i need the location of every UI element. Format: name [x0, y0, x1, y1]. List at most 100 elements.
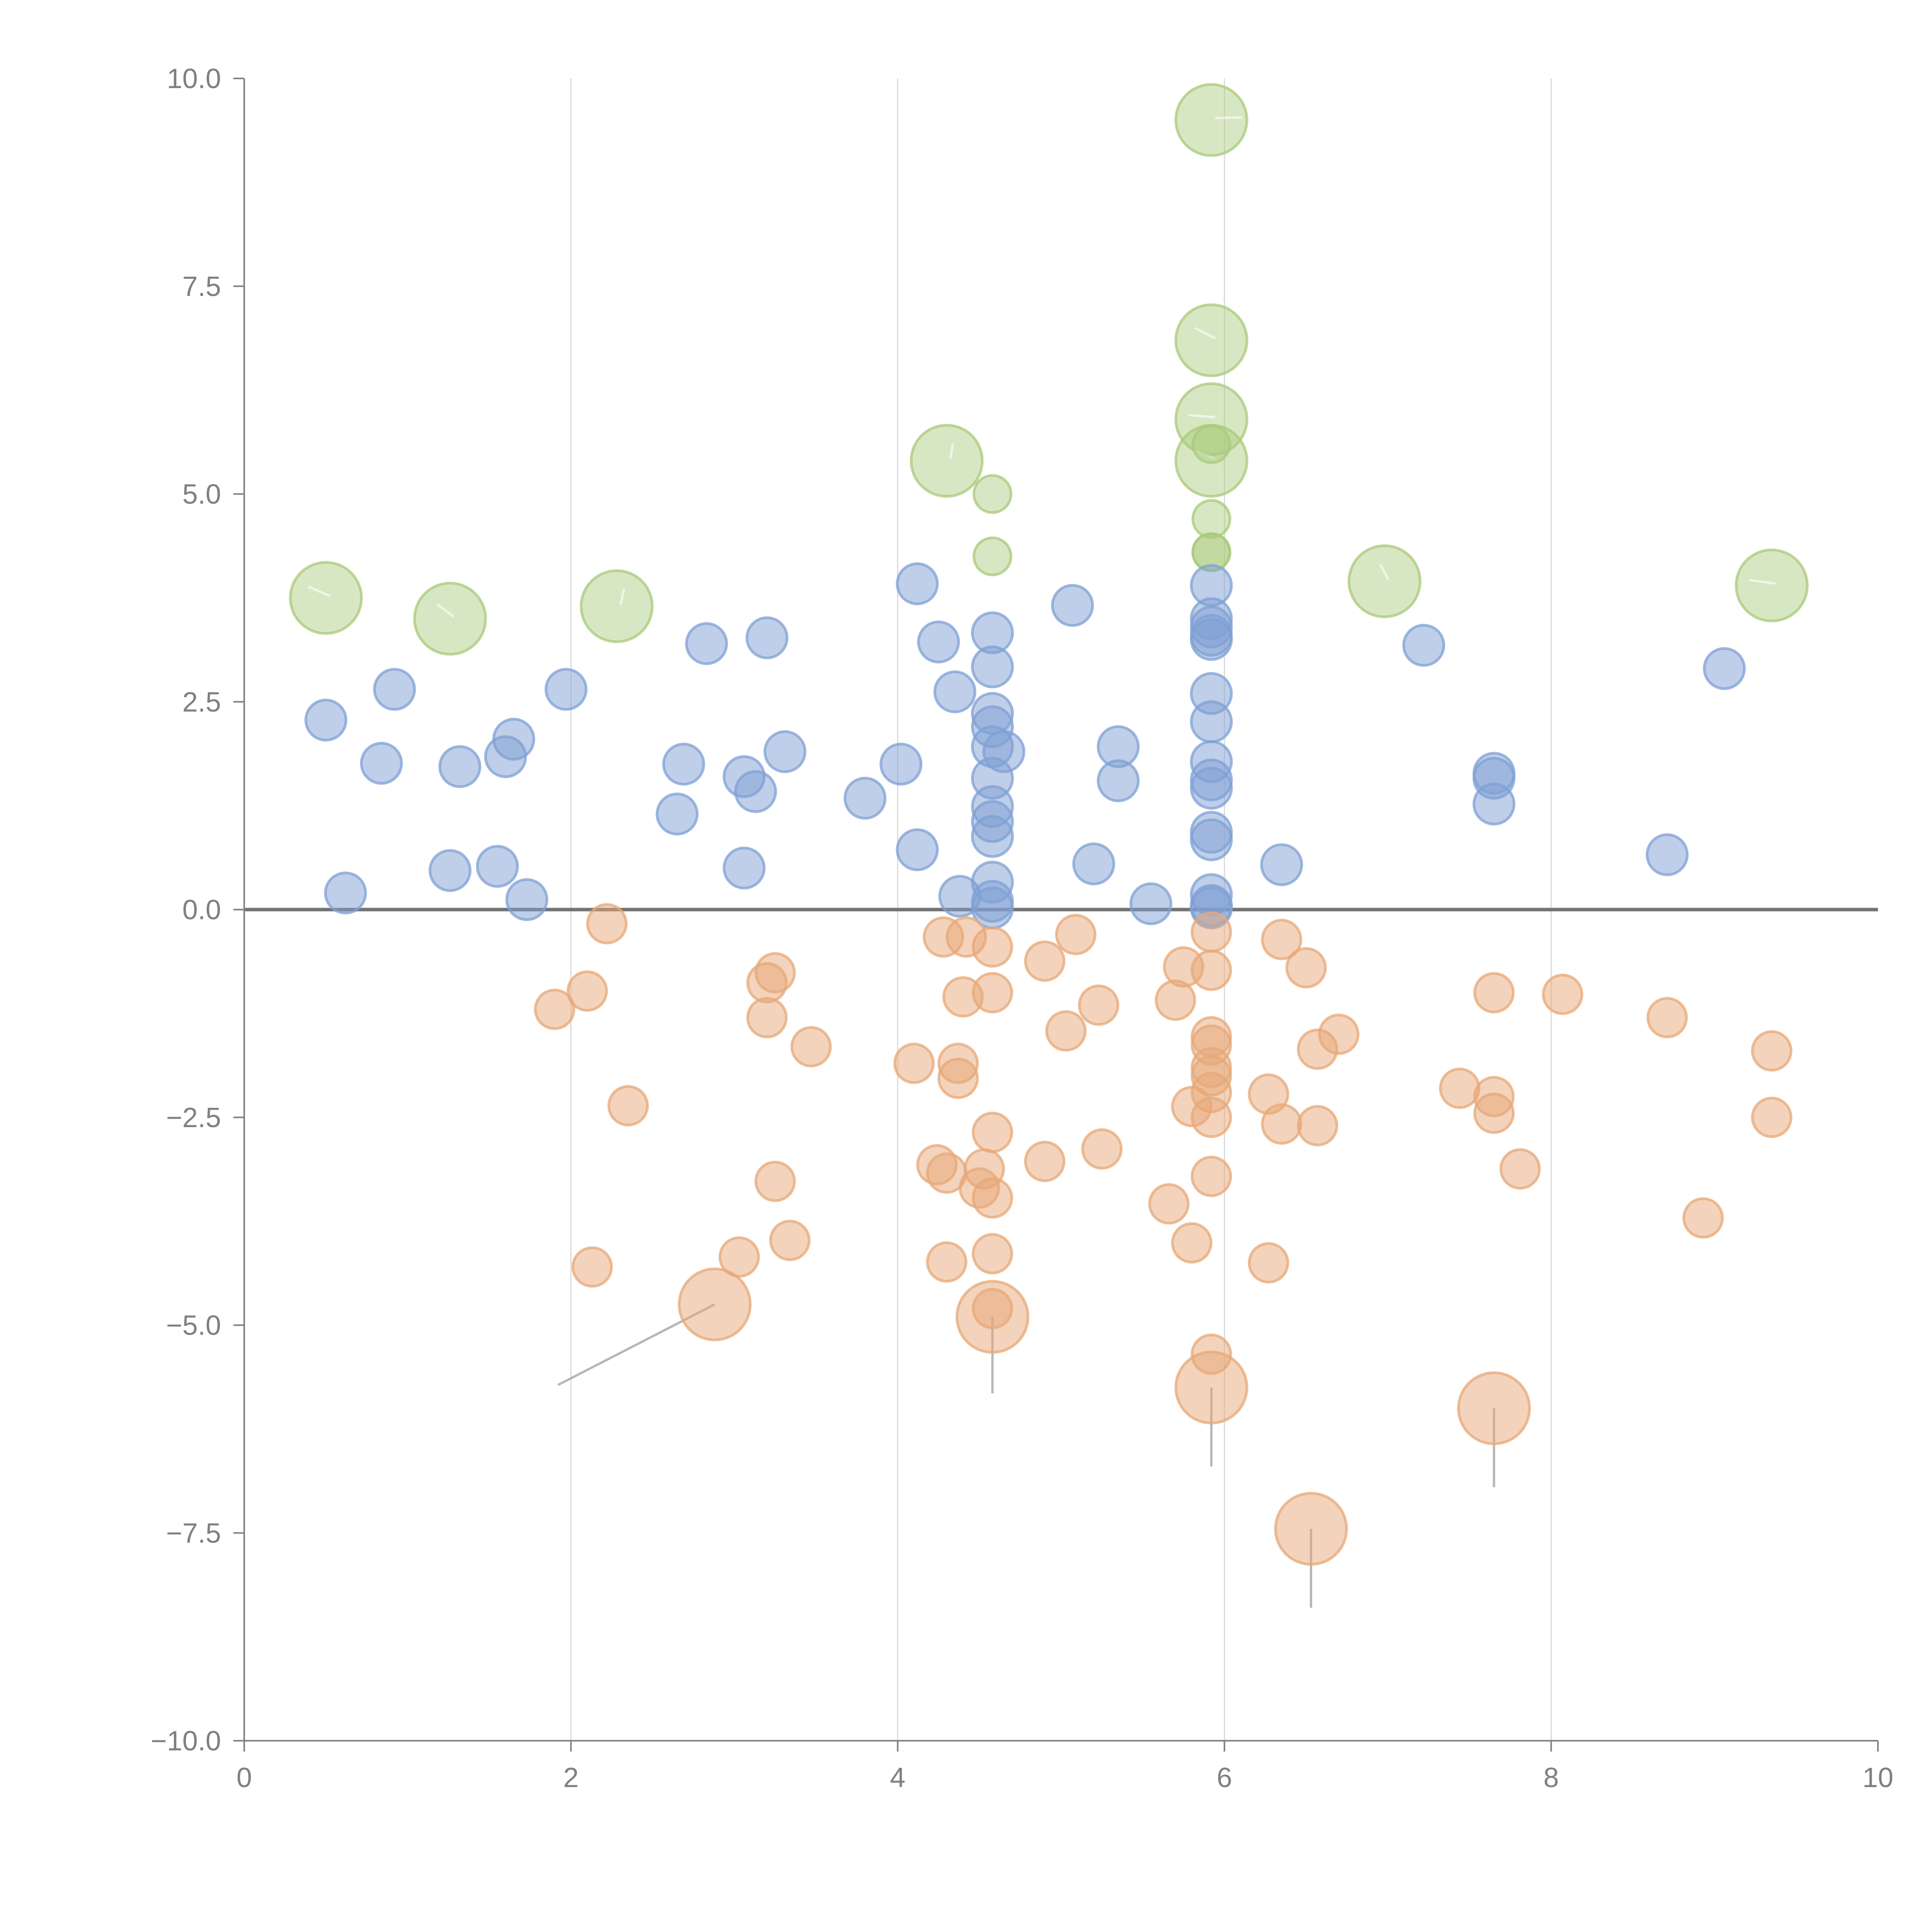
orange-point — [1081, 1128, 1123, 1170]
orange-point — [937, 1058, 979, 1099]
blue-point — [438, 745, 481, 788]
blue-point — [1051, 584, 1094, 627]
orange-point — [1055, 914, 1097, 956]
orange-point — [1261, 918, 1303, 960]
green-point-highlight — [436, 604, 455, 618]
blue-point — [429, 849, 472, 892]
blue-point — [655, 793, 699, 836]
blue-point — [544, 668, 588, 711]
green-point-highlight — [1749, 579, 1776, 585]
green-large-point — [289, 561, 363, 635]
orange-point — [746, 997, 788, 1039]
orange-point — [571, 1246, 613, 1288]
orange-point — [1646, 997, 1688, 1039]
blue-point — [971, 645, 1014, 689]
blue-point — [745, 616, 789, 660]
green-large-point — [1174, 303, 1248, 378]
blue-point — [662, 743, 705, 786]
blue-point — [1072, 842, 1116, 886]
orange-point — [1751, 1097, 1793, 1138]
blue-point — [1472, 782, 1515, 826]
green-small-point — [972, 474, 1012, 514]
orange-point — [1190, 1155, 1232, 1197]
green-large-point — [580, 569, 654, 643]
orange-point — [1439, 1067, 1481, 1109]
orange-point — [769, 1219, 811, 1261]
orange-point — [971, 1177, 1013, 1219]
green-small-point — [1191, 499, 1231, 539]
y-tick-label: 7.5 — [182, 271, 221, 302]
orange-point — [1171, 1222, 1213, 1264]
orange-point — [971, 972, 1013, 1014]
blue-point — [879, 743, 923, 786]
y-tick-label: 2.5 — [182, 687, 221, 718]
green-large-point — [1174, 83, 1248, 157]
blue-point — [505, 878, 548, 921]
blue-point — [685, 622, 728, 665]
orange-large-point — [1174, 1350, 1248, 1425]
orange-point — [1248, 1242, 1289, 1284]
blue-point — [1190, 818, 1233, 861]
green-point-highlight — [1188, 414, 1216, 418]
blue-point — [304, 699, 347, 742]
blue-point — [896, 562, 939, 605]
y-tick-label: −5.0 — [166, 1310, 221, 1341]
x-tick-label: 2 — [563, 1762, 579, 1793]
orange-point — [718, 1236, 760, 1278]
blue-point — [1402, 624, 1446, 667]
blue-point — [1646, 833, 1689, 876]
green-large-point — [1347, 544, 1422, 618]
orange-point — [1499, 1148, 1541, 1190]
blue-point — [763, 730, 806, 773]
y-tick-label: 10.0 — [167, 63, 221, 94]
x-tick-labels: 0 2 4 6 8 10 — [236, 1762, 1893, 1793]
green-small-point — [972, 536, 1012, 577]
orange-point — [1261, 1103, 1303, 1145]
orange-point — [1473, 972, 1515, 1014]
green-point-highlight — [1215, 116, 1242, 119]
y-tick-labels: 10.0 7.5 5.0 2.5 0.0 −2.5 −5.0 −7.5 −10.0 — [151, 63, 221, 1757]
orange-large-point — [955, 1280, 1029, 1354]
orange-point — [1297, 1105, 1338, 1146]
green-small-point — [1191, 424, 1231, 464]
axes — [233, 78, 1879, 1752]
green-point-highlight — [308, 585, 330, 597]
blue-point — [476, 845, 519, 888]
green-large-point — [1735, 548, 1809, 622]
green-large-point — [413, 582, 487, 656]
blue-point — [1129, 882, 1173, 925]
orange-point — [566, 970, 608, 1012]
blue-point — [1190, 700, 1233, 743]
orange-point — [1751, 1030, 1793, 1072]
orange-point — [534, 988, 575, 1030]
blue-point — [933, 670, 976, 713]
orange-large-point — [1274, 1492, 1348, 1566]
blue-point — [1190, 618, 1233, 661]
blue-point — [1703, 647, 1746, 690]
orange-point — [1148, 1183, 1190, 1225]
orange-point — [790, 1026, 832, 1068]
orange-point — [926, 1241, 968, 1283]
x-tick-label: 8 — [1543, 1762, 1559, 1793]
orange-large-point — [678, 1267, 752, 1342]
leader-lines — [557, 1303, 1495, 1608]
blue-point — [1260, 843, 1303, 886]
blue-point — [971, 815, 1014, 858]
blue-point — [1097, 759, 1140, 803]
orange-point — [1190, 911, 1232, 953]
data-marks — [289, 83, 1809, 1566]
green-point-highlight — [949, 443, 954, 459]
orange-point — [1024, 940, 1066, 982]
blue-point — [723, 846, 766, 889]
orange-point — [586, 903, 628, 945]
blue-point — [492, 718, 536, 761]
orange-point — [1024, 1141, 1066, 1182]
orange-point — [971, 1233, 1013, 1275]
green-point-highlight — [1379, 564, 1389, 580]
y-tick-label: −2.5 — [166, 1102, 221, 1133]
orange-point — [893, 1043, 935, 1084]
orange-point — [1078, 984, 1119, 1026]
orange-large-point — [1457, 1371, 1531, 1446]
blue-point — [844, 777, 887, 820]
